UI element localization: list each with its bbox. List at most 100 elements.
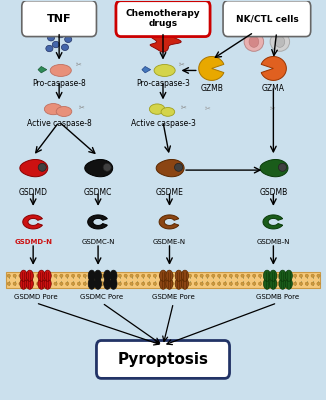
Polygon shape	[23, 215, 42, 229]
Ellipse shape	[171, 282, 174, 285]
Ellipse shape	[194, 274, 198, 277]
Text: Active caspase-3: Active caspase-3	[130, 120, 196, 128]
Ellipse shape	[235, 282, 238, 285]
Ellipse shape	[159, 274, 162, 277]
Ellipse shape	[165, 282, 168, 285]
Ellipse shape	[153, 274, 156, 277]
Ellipse shape	[50, 64, 71, 76]
Text: GZMA: GZMA	[262, 84, 285, 93]
Ellipse shape	[101, 274, 104, 277]
Ellipse shape	[118, 274, 122, 277]
Polygon shape	[38, 278, 45, 289]
Ellipse shape	[288, 274, 291, 277]
Polygon shape	[160, 270, 167, 281]
Ellipse shape	[154, 64, 175, 76]
Polygon shape	[166, 278, 173, 289]
Ellipse shape	[235, 274, 238, 277]
Ellipse shape	[217, 274, 221, 277]
Ellipse shape	[112, 274, 116, 277]
Ellipse shape	[124, 282, 127, 285]
Polygon shape	[181, 270, 188, 281]
Polygon shape	[160, 278, 167, 289]
Bar	[6, 272, 320, 288]
Ellipse shape	[212, 274, 215, 277]
Ellipse shape	[177, 274, 180, 277]
Ellipse shape	[206, 274, 209, 277]
Text: Pro-caspase-8: Pro-caspase-8	[32, 79, 86, 88]
Ellipse shape	[38, 163, 46, 171]
Text: Chemotherapy
drugs: Chemotherapy drugs	[126, 9, 200, 28]
Ellipse shape	[48, 34, 54, 41]
Ellipse shape	[259, 274, 262, 277]
Polygon shape	[20, 160, 48, 177]
Ellipse shape	[56, 106, 72, 116]
Ellipse shape	[311, 274, 314, 277]
Text: ✂: ✂	[179, 62, 185, 68]
Ellipse shape	[42, 274, 46, 277]
Ellipse shape	[278, 163, 287, 171]
Ellipse shape	[174, 163, 183, 171]
FancyBboxPatch shape	[96, 340, 230, 378]
Ellipse shape	[229, 274, 232, 277]
Text: GSDMB-N: GSDMB-N	[257, 239, 290, 245]
Ellipse shape	[212, 282, 215, 285]
Ellipse shape	[253, 282, 256, 285]
Polygon shape	[175, 270, 182, 281]
Text: TNF: TNF	[47, 14, 71, 24]
Ellipse shape	[136, 274, 139, 277]
Ellipse shape	[77, 274, 81, 277]
Text: ✂: ✂	[205, 106, 211, 112]
Polygon shape	[20, 278, 27, 289]
Ellipse shape	[161, 108, 175, 116]
Polygon shape	[285, 270, 292, 281]
Text: GSDMC: GSDMC	[84, 188, 112, 197]
Ellipse shape	[288, 282, 291, 285]
Ellipse shape	[25, 282, 28, 285]
Ellipse shape	[136, 282, 139, 285]
Polygon shape	[270, 270, 277, 281]
Ellipse shape	[71, 274, 75, 277]
Ellipse shape	[270, 274, 274, 277]
FancyBboxPatch shape	[223, 1, 311, 36]
Ellipse shape	[293, 274, 297, 277]
Polygon shape	[199, 56, 224, 80]
Ellipse shape	[241, 274, 244, 277]
Polygon shape	[38, 270, 45, 281]
Ellipse shape	[299, 282, 303, 285]
Text: GZMB: GZMB	[200, 84, 223, 93]
Ellipse shape	[206, 282, 209, 285]
Polygon shape	[88, 215, 107, 229]
Ellipse shape	[200, 274, 203, 277]
Text: ✂: ✂	[270, 106, 276, 112]
Ellipse shape	[149, 104, 165, 114]
Polygon shape	[94, 270, 101, 281]
Ellipse shape	[188, 282, 192, 285]
FancyBboxPatch shape	[22, 1, 96, 36]
Polygon shape	[261, 56, 286, 80]
Ellipse shape	[259, 282, 262, 285]
Ellipse shape	[7, 274, 10, 277]
Ellipse shape	[25, 274, 28, 277]
Ellipse shape	[247, 274, 250, 277]
Ellipse shape	[31, 282, 34, 285]
Ellipse shape	[223, 274, 227, 277]
Text: GSDME: GSDME	[156, 188, 184, 197]
Text: ✂: ✂	[79, 105, 84, 111]
Ellipse shape	[229, 282, 232, 285]
Ellipse shape	[317, 274, 320, 277]
Ellipse shape	[37, 274, 40, 277]
Ellipse shape	[107, 274, 110, 277]
Ellipse shape	[311, 282, 314, 285]
Ellipse shape	[217, 282, 221, 285]
Polygon shape	[263, 278, 271, 289]
Ellipse shape	[124, 274, 127, 277]
Ellipse shape	[270, 282, 274, 285]
Polygon shape	[110, 278, 117, 289]
Ellipse shape	[299, 274, 303, 277]
Text: GSDME-N: GSDME-N	[153, 239, 186, 245]
Ellipse shape	[7, 282, 10, 285]
Ellipse shape	[89, 274, 92, 277]
Ellipse shape	[188, 274, 192, 277]
Ellipse shape	[305, 282, 308, 285]
Ellipse shape	[31, 274, 34, 277]
